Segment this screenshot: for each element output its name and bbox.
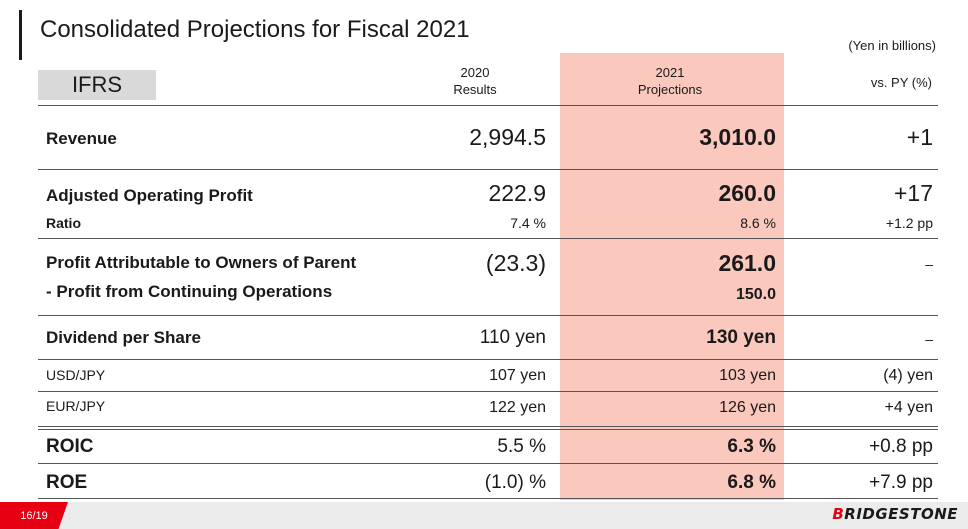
eur-jpy-results: 122 yen xyxy=(489,399,546,416)
roe-vs: +7.9 pp xyxy=(869,472,933,493)
ratio-label: Ratio xyxy=(46,215,81,231)
logo-text: RIDGESTONE xyxy=(844,505,958,523)
roic-results: 5.5 % xyxy=(497,436,546,457)
revenue-label: Revenue xyxy=(46,129,117,148)
footer-bar xyxy=(0,502,968,529)
results-year: 2020 xyxy=(460,65,490,80)
column-header-projections: 2021 Projections xyxy=(600,64,740,98)
dividend-label: Dividend per Share xyxy=(46,328,201,347)
units-note: (Yen in billions) xyxy=(848,38,936,53)
usd-jpy-results: 107 yen xyxy=(489,367,546,384)
projections-label: Projections xyxy=(637,82,703,97)
roic-projection: 6.3 % xyxy=(727,436,776,457)
roic-vs: +0.8 pp xyxy=(869,436,933,457)
profit-continuing-label: - Profit from Continuing Operations xyxy=(46,282,333,301)
results-label: Results xyxy=(453,82,497,97)
ratio-projection: 8.6 % xyxy=(740,215,776,231)
row-divider xyxy=(38,238,938,239)
page-title: Consolidated Projections for Fiscal 2021 xyxy=(40,16,470,43)
roic-label: ROIC xyxy=(46,436,94,457)
profit-owners-vs: – xyxy=(925,256,933,272)
adj-op-profit-results: 222.9 xyxy=(488,180,546,206)
row-divider xyxy=(38,498,938,499)
adj-op-profit-vs: +17 xyxy=(893,180,933,206)
row-divider xyxy=(38,359,938,360)
dividend-results: 110 yen xyxy=(479,327,546,348)
roe-results: (1.0) % xyxy=(484,472,546,493)
revenue-results: 2,994.5 xyxy=(469,124,546,150)
profit-continuing-projection: 150.0 xyxy=(735,286,776,303)
eur-jpy-projection: 126 yen xyxy=(719,399,776,416)
revenue-projection: 3,010.0 xyxy=(699,124,776,150)
eur-jpy-label: EUR/JPY xyxy=(46,398,106,414)
row-divider xyxy=(38,105,938,106)
title-accent-bar xyxy=(19,10,22,60)
bridgestone-logo: BRIDGESTONE xyxy=(832,505,958,523)
usd-jpy-projection: 103 yen xyxy=(719,367,776,384)
row-divider xyxy=(38,169,938,170)
row-divider xyxy=(38,315,938,316)
profit-owners-results: (23.3) xyxy=(485,250,546,276)
row-divider xyxy=(38,391,938,392)
usd-jpy-vs: (4) yen xyxy=(883,367,933,384)
accounting-standard-badge: IFRS xyxy=(38,70,156,100)
revenue-vs: +1 xyxy=(906,124,933,150)
profit-owners-label: Profit Attributable to Owners of Parent xyxy=(46,253,357,272)
roe-projection: 6.8 % xyxy=(727,472,776,493)
eur-jpy-vs: +4 yen xyxy=(884,399,933,416)
adj-op-profit-projection: 260.0 xyxy=(718,180,776,206)
dividend-projection: 130 yen xyxy=(706,327,776,348)
page-number: 16/19 xyxy=(20,509,48,522)
page-number-badge: 16/19 xyxy=(0,502,68,529)
column-header-results: 2020 Results xyxy=(430,64,520,98)
adj-op-profit-label: Adjusted Operating Profit xyxy=(46,186,253,205)
row-divider xyxy=(38,426,938,427)
roe-label: ROE xyxy=(46,472,88,493)
row-divider xyxy=(38,463,938,464)
ratio-vs: +1.2 pp xyxy=(885,215,933,231)
usd-jpy-label: USD/JPY xyxy=(46,367,106,383)
ratio-results: 7.4 % xyxy=(510,215,546,231)
projections-highlight-column xyxy=(560,53,784,500)
projections-year: 2021 xyxy=(655,65,685,80)
logo-mark: B xyxy=(832,505,845,523)
row-divider xyxy=(38,429,938,430)
dividend-vs: – xyxy=(925,331,933,347)
column-header-vs: vs. PY (%) xyxy=(870,75,932,90)
profit-owners-projection: 261.0 xyxy=(718,250,776,276)
